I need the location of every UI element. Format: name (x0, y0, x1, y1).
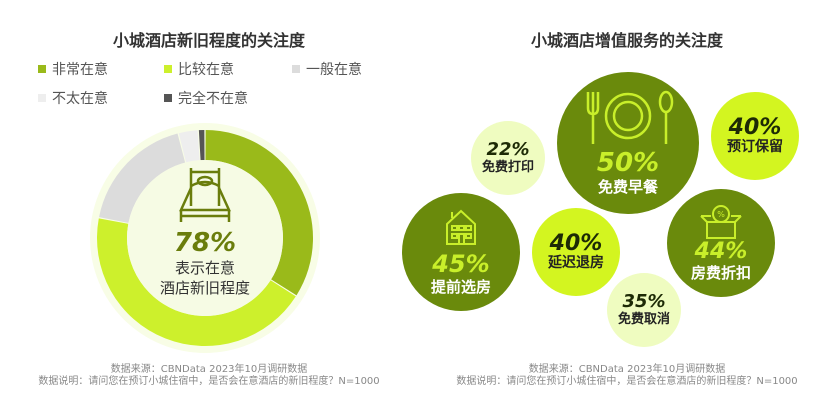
bubble-room-discount: % 44% 房费折扣 (667, 189, 775, 297)
legend-swatch (164, 65, 172, 73)
bubble-label: 免费早餐 (597, 177, 658, 196)
legend-swatch (292, 65, 300, 73)
legend-swatch (38, 65, 46, 73)
legend-label: 比较在意 (178, 62, 234, 78)
right-footer: 数据来源：CBNData 2023年10月调研数据 数据说明：请问您在预订小城住… (418, 364, 836, 388)
legend-item: 非常在意 (38, 59, 108, 79)
bubble-early-room-selection: 45% 提前选房 (402, 193, 520, 311)
legend-item: 不太在意 (38, 88, 108, 108)
bubble-label: 免费打印 (481, 159, 534, 175)
bubble-value: 40% (728, 115, 782, 141)
center-percentage: 78% (173, 228, 237, 258)
bubble-label: 免费取消 (617, 311, 670, 327)
bubble-label: 提前选房 (430, 277, 491, 296)
center-label-2: 酒店新旧程度 (159, 279, 250, 297)
donut-center-text: 78% 表示在意 酒店新旧程度 (125, 228, 285, 298)
bubble-label: 房费折扣 (690, 263, 751, 282)
bubble-value: 45% (432, 250, 490, 279)
left-chart-title: 小城酒店新旧程度的关注度 (112, 31, 305, 50)
bed-icon (179, 168, 231, 222)
discount-box-icon: % (700, 205, 742, 240)
donut-segment-4 (178, 130, 200, 163)
donut-segment-5 (198, 130, 205, 161)
donut-chart (90, 123, 320, 353)
legend-swatch (164, 94, 172, 102)
donut-segment-1 (205, 130, 313, 296)
legend-item: 一般在意 (292, 59, 362, 79)
bubble-booking-hold: 40% 预订保留 (711, 92, 799, 180)
data-source-note: 数据来源：CBNData 2023年10月调研数据 (528, 364, 726, 375)
legend-label: 一般在意 (306, 62, 362, 78)
bubble-free-cancellation: 35% 免费取消 (607, 273, 681, 347)
left-footer: 数据来源：CBNData 2023年10月调研数据 数据说明：请问您在预订小城住… (0, 364, 418, 388)
bubble-label: 预订保留 (727, 139, 783, 156)
data-description-note: 数据说明：请问您在预订小城住宿中，是否会在意酒店的新旧程度？N=1000 (38, 376, 380, 387)
plate-cutlery-icon (586, 91, 674, 145)
data-source-note: 数据来源：CBNData 2023年10月调研数据 (110, 364, 308, 375)
legend-item: 比较在意 (164, 59, 234, 79)
donut-hole (127, 160, 283, 316)
bubble-value: 35% (622, 290, 666, 312)
legend-label: 不太在意 (52, 91, 108, 107)
right-chart-title: 小城酒店增值服务的关注度 (530, 31, 723, 50)
bubble-value: 40% (549, 231, 603, 257)
legend-swatch (38, 94, 46, 102)
bubble-value: 22% (486, 138, 530, 160)
bubble-value: 44% (694, 239, 748, 265)
legend-label: 完全不在意 (178, 91, 248, 107)
bubble-late-checkout: 40% 延迟退房 (532, 208, 620, 296)
bubble-free-printing: 22% 免费打印 (471, 121, 545, 195)
house-icon (446, 210, 476, 246)
legend-label: 非常在意 (52, 62, 108, 78)
bubble-label: 延迟退房 (548, 255, 604, 272)
data-description-note: 数据说明：请问您在预订小城住宿中，是否会在意酒店的新旧程度？N=1000 (456, 376, 798, 387)
bubble-free-breakfast: 50% 免费早餐 (557, 72, 699, 214)
center-label-1: 表示在意 (174, 259, 235, 277)
donut-segment-2 (97, 218, 296, 346)
legend-item: 完全不在意 (164, 88, 248, 108)
bubble-value: 50% (596, 148, 660, 179)
svg-text:%: % (717, 210, 725, 219)
donut-segment-3 (99, 133, 186, 223)
